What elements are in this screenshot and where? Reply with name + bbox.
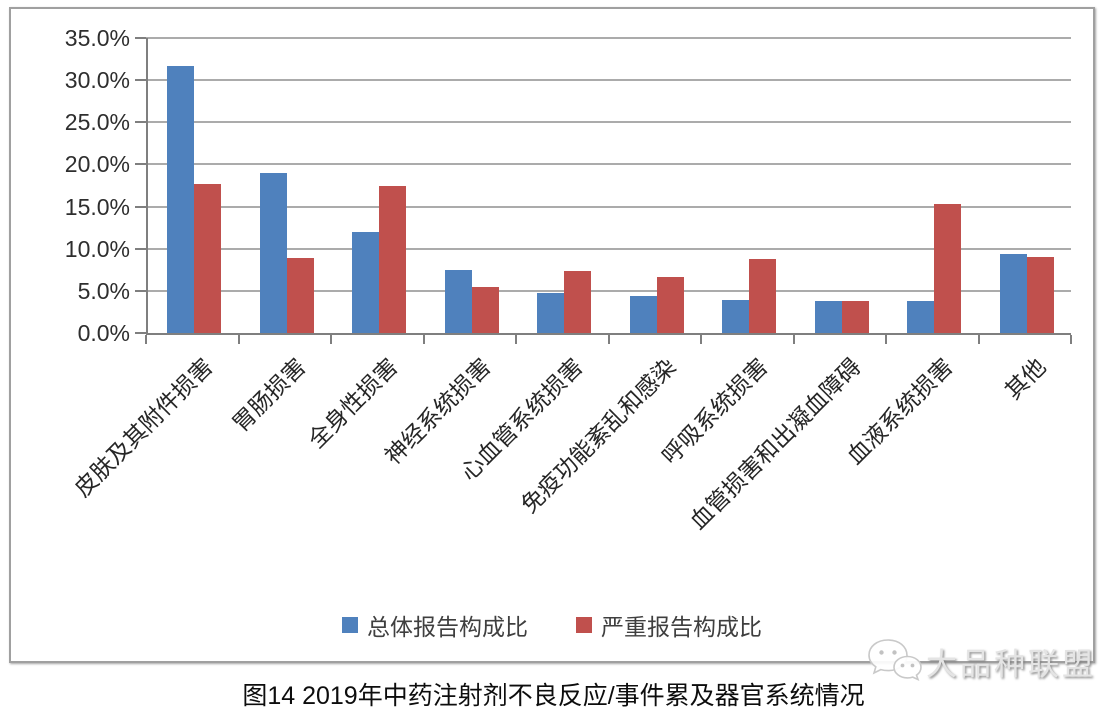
bar-severe: [379, 186, 406, 333]
gridline: [146, 37, 1071, 39]
x-axis-category-label: 免疫功能紊乱和感染: [515, 353, 681, 519]
y-axis-tick: [135, 163, 146, 166]
bar-total: [814, 300, 842, 333]
figure-caption: 图14 2019年中药注射剂不良反应/事件累及器官系统情况: [242, 682, 865, 710]
x-axis-tick: [1070, 335, 1072, 344]
legend-label: 总体报告构成比: [367, 614, 528, 640]
x-axis-tick: [145, 335, 147, 344]
y-axis-tick-label: 20.0%: [64, 151, 130, 178]
watermark: 大品种联盟: [866, 634, 1096, 688]
x-axis-tick: [330, 335, 332, 344]
x-axis-tick: [422, 335, 425, 344]
x-axis-category-label: 血管损害和出凝血障碍: [684, 353, 866, 535]
bar-total: [907, 300, 934, 333]
bar-total: [352, 231, 379, 333]
legend-label: 严重报告构成比: [601, 614, 762, 640]
y-axis-tick-label: 25.0%: [64, 109, 130, 136]
x-axis-tick: [607, 335, 610, 344]
legend-item: 总体报告构成比: [342, 608, 528, 642]
bar-severe: [1026, 257, 1054, 333]
y-axis-tick: [135, 121, 146, 124]
y-axis-tick-label: 10.0%: [64, 235, 130, 262]
bar-total: [444, 269, 472, 333]
y-axis-line: [146, 38, 148, 333]
y-axis-tick-label: 5.0%: [77, 277, 130, 304]
chart-frame: 0.0% 5.0% 10.0% 15.0% 20.0% 25.0% 30.0% 35.0% 皮肤…: [9, 7, 1095, 663]
bar-severe: [194, 183, 221, 333]
x-axis-tick: [515, 335, 517, 344]
bar-total: [537, 293, 564, 333]
x-axis-tick: [700, 335, 702, 344]
bar-severe: [841, 300, 869, 333]
bar-total: [722, 300, 749, 333]
legend-swatch: [342, 617, 358, 633]
bar-severe: [471, 286, 499, 333]
y-axis-tick: [135, 332, 146, 334]
x-axis-tick: [792, 335, 795, 344]
watermark-text: 大品种联盟: [926, 646, 1096, 682]
bar-total: [167, 65, 194, 333]
bar-severe: [934, 204, 961, 333]
y-axis-tick: [135, 289, 146, 292]
y-axis-tick-label: 0.0%: [77, 320, 130, 346]
bar-severe: [656, 276, 684, 333]
y-axis-tick-label: 15.0%: [64, 193, 130, 220]
x-axis-tick: [237, 335, 240, 344]
legend: 总体报告构成比 严重报告构成比: [11, 607, 1093, 643]
legend-item: 严重报告构成比: [576, 608, 762, 642]
bar-severe: [564, 271, 591, 333]
x-axis-category-label: 皮肤及其附件损害: [69, 353, 218, 502]
wechat-icon: [868, 639, 922, 681]
bar-total: [999, 253, 1027, 333]
gridline: [146, 79, 1071, 82]
bar-total: [259, 172, 287, 333]
bar-severe: [286, 257, 314, 333]
legend-swatch: [576, 617, 592, 633]
gridline: [146, 289, 1071, 292]
y-axis-tick: [135, 205, 146, 208]
y-axis-tick: [135, 79, 146, 82]
bar-total: [629, 295, 657, 333]
bar-severe: [749, 258, 776, 333]
y-axis-tick: [135, 37, 146, 39]
y-axis-tick-label: 35.0%: [64, 25, 130, 51]
x-axis-line: [146, 333, 1071, 335]
x-axis-category-label: 胃肠损害: [226, 353, 311, 437]
x-axis-category-label: 全身性损害: [303, 353, 403, 453]
gridline: [146, 247, 1071, 250]
gridline: [146, 121, 1071, 124]
y-axis-tick-label: 30.0%: [64, 67, 130, 94]
x-axis-tick: [885, 335, 887, 344]
y-axis-tick: [135, 247, 146, 250]
x-axis-category-label: 其他: [999, 353, 1051, 405]
x-axis-tick: [977, 335, 980, 344]
gridline: [146, 163, 1071, 166]
gridline: [146, 205, 1071, 208]
